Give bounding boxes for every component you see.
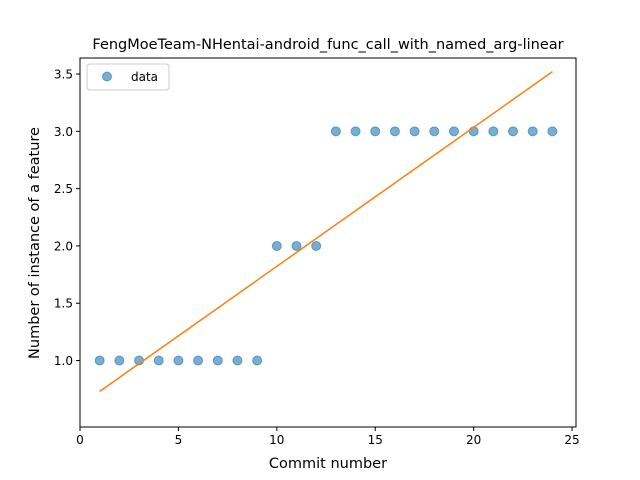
- x-tick-label: 20: [466, 433, 481, 447]
- data-point: [212, 355, 223, 366]
- x-tick-label: 5: [175, 433, 183, 447]
- data-point: [252, 355, 263, 366]
- legend-label-data: data: [131, 70, 158, 84]
- x-tick-label: 25: [564, 433, 579, 447]
- y-tick-label: 2.5: [54, 182, 73, 196]
- y-tick-label: 1.5: [54, 297, 73, 311]
- data-point: [527, 126, 538, 137]
- data-point: [311, 240, 322, 251]
- data-point: [370, 126, 381, 137]
- data-point: [409, 126, 420, 137]
- x-tick-label: 15: [368, 433, 383, 447]
- data-point: [232, 355, 243, 366]
- legend-box: [86, 63, 170, 91]
- data-point: [448, 126, 459, 137]
- data-point: [291, 240, 302, 251]
- axis-ticks: 0 5 10 15 20 25 1.0 1.5 2.0 2.5 3.0 3.5: [54, 68, 580, 447]
- data-point: [330, 126, 341, 137]
- data-point: [94, 355, 105, 366]
- legend-marker-data: [102, 71, 112, 82]
- legend: data: [86, 63, 170, 91]
- y-axis-label: Number of instance of a feature: [27, 127, 43, 359]
- data-point: [508, 126, 519, 137]
- plot-area: [94, 71, 558, 393]
- data-point: [153, 355, 164, 366]
- data-point: [389, 126, 400, 137]
- x-tick-label: 0: [76, 433, 84, 447]
- y-tick-label: 2.0: [54, 239, 73, 253]
- y-tick-label: 3.5: [54, 68, 73, 82]
- data-point: [488, 126, 499, 137]
- data-point: [547, 126, 558, 137]
- chart-title: FengMoeTeam-NHentai-android_func_call_wi…: [92, 37, 563, 53]
- x-axis-label: Commit number: [269, 456, 387, 472]
- data-point: [429, 126, 440, 137]
- data-point: [271, 240, 282, 251]
- data-point: [173, 355, 184, 366]
- data-point: [193, 355, 204, 366]
- axes-frame: [79, 57, 577, 428]
- data-point: [114, 355, 125, 366]
- x-tick-label: 10: [269, 433, 284, 447]
- y-tick-label: 3.0: [54, 125, 73, 139]
- y-tick-label: 1.0: [54, 354, 73, 368]
- linear-fit-line: [99, 71, 553, 393]
- data-point: [350, 126, 361, 137]
